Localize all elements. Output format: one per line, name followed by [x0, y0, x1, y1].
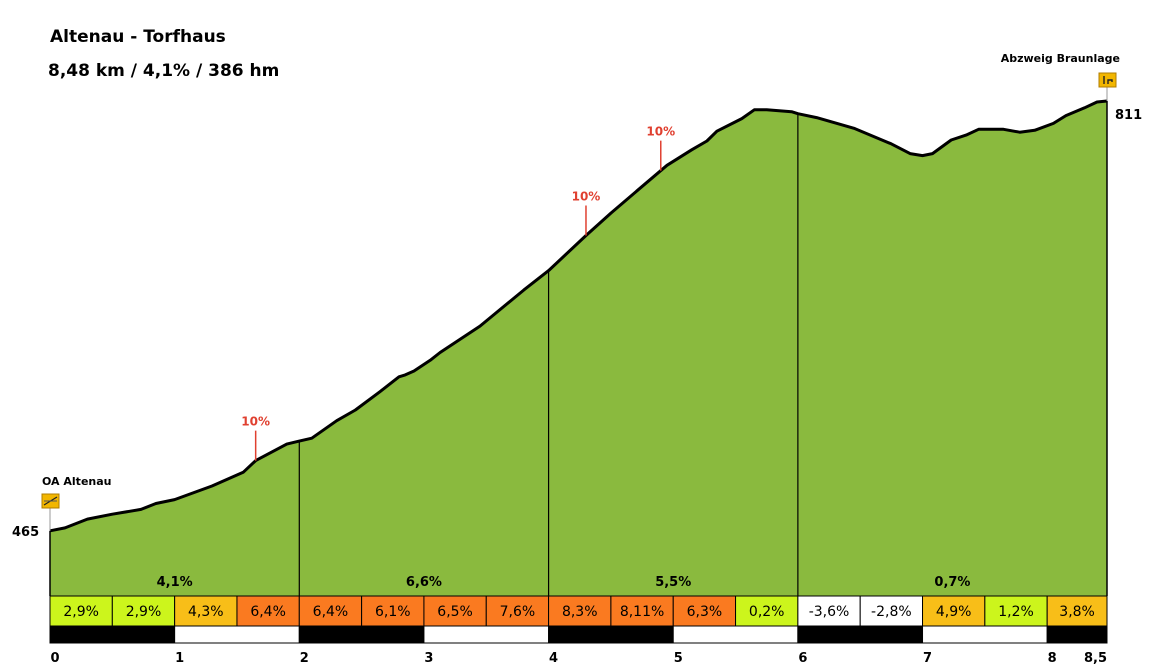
x-tick-label: 3 [424, 651, 433, 666]
km-bar-cell [298, 625, 425, 644]
segment-gradient-label: 6,1% [375, 604, 411, 620]
km-bar-cell [49, 625, 176, 644]
km-bar-cell [1046, 625, 1108, 644]
gradient-marker-layer: 10% 10% 10% [241, 125, 675, 461]
x-tick-label: 5 [674, 651, 683, 666]
segment-cell [298, 595, 363, 627]
chart-subtitle: 8,48 km / 4,1% / 386 hm [48, 61, 279, 81]
x-tick-layer: 0 1 2 3 4 5 6 7 8 8,5 [50, 651, 1107, 666]
waypoint-label: Abzweig Braunlage [1001, 52, 1120, 65]
segment-gradient-label: 6,4% [250, 604, 286, 620]
gradient-marker-label: 10% [241, 415, 270, 429]
segment-cell [485, 595, 550, 627]
start-elevation-label: 465 [12, 525, 39, 540]
section-layer: 4,1% 6,6% 5,5% 0,7% [157, 113, 970, 596]
segment-gradient-label: 4,3% [188, 604, 224, 620]
segment-gradient-label: 2,9% [126, 604, 162, 620]
section-gradient-label: 5,5% [655, 575, 691, 590]
x-tick-label: 8,5 [1084, 651, 1107, 666]
segment-bar-layer: 2,9% 2,9% 4,3% 6,4% 6,4% 6,1% 6,5% 7,6% 8,3% 8,11… [49, 595, 1108, 627]
segment-gradient-label: 8,3% [562, 604, 598, 620]
segment-gradient-label: -2,8% [871, 604, 912, 620]
waypoint-label: OA Altenau [42, 475, 112, 488]
x-tick-label: 8 [1048, 651, 1057, 666]
segment-cell [111, 595, 176, 627]
segment-gradient-label: 7,6% [500, 604, 536, 620]
segment-gradient-label: 2,9% [63, 604, 99, 620]
profile-line [49, 99, 1108, 533]
segment-gradient-label: 4,9% [936, 604, 972, 620]
end-elevation-label: 811 [1115, 108, 1142, 123]
x-tick-label: 7 [923, 651, 932, 666]
town-sign-icon [41, 493, 60, 509]
x-tick-label: 1 [175, 651, 184, 666]
gradient-marker-label: 10% [572, 190, 601, 204]
km-bar-layer [49, 625, 1108, 644]
segment-cell [859, 595, 924, 627]
segment-cell [922, 595, 986, 627]
km-bar-cell [174, 625, 300, 644]
segment-gradient-label: 8,11% [620, 604, 664, 620]
km-bar-cell [922, 625, 1048, 644]
segment-gradient-label: 3,8% [1059, 604, 1095, 620]
waypoint-layer: OA Altenau Abzweig Braunlage [41, 52, 1120, 531]
chart-title: Altenau - Torfhaus [50, 27, 226, 47]
segment-gradient-label: 6,4% [313, 604, 349, 620]
profile-area [50, 101, 1107, 596]
segment-gradient-label: -3,6% [809, 604, 850, 620]
segment-gradient-label: 6,3% [687, 604, 723, 620]
section-gradient-label: 4,1% [157, 575, 193, 590]
segment-cell [423, 595, 487, 627]
x-tick-label: 2 [300, 651, 309, 666]
section-gradient-label: 6,6% [406, 575, 442, 590]
junction-arrow-mark [1103, 76, 1113, 84]
km-bar-cell [797, 625, 924, 644]
profile-area-layer [49, 99, 1108, 596]
km-bar-cell [548, 625, 674, 644]
x-tick-label: 0 [50, 651, 59, 666]
x-tick-label: 4 [549, 651, 558, 666]
gradient-marker-label: 10% [646, 125, 675, 139]
junction-sign-icon [1098, 72, 1117, 88]
segment-gradient-label: 1,2% [998, 604, 1034, 620]
segment-gradient-label: 6,5% [437, 604, 473, 620]
km-bar-cell [672, 625, 799, 644]
segment-cell [984, 595, 1048, 627]
segment-gradient-label: 0,2% [749, 604, 785, 620]
x-tick-label: 6 [798, 651, 807, 666]
km-bar-cell [423, 625, 550, 644]
segment-cell [1046, 595, 1108, 627]
section-gradient-label: 0,7% [934, 575, 970, 590]
